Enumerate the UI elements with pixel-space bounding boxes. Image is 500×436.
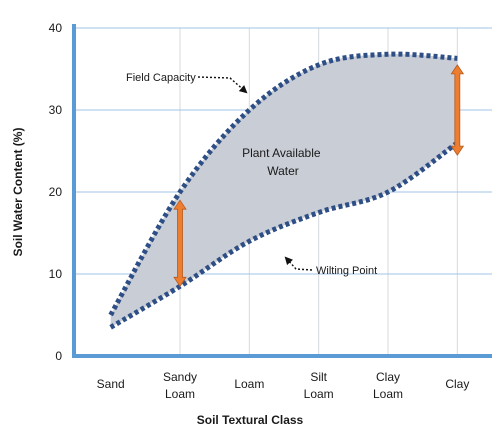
y-tick-label: 40 — [49, 21, 63, 35]
y-tick-label: 10 — [49, 267, 63, 281]
x-tick-labels: Sand Sandy Loam Loam Silt Loam Clay Loam Clay — [97, 370, 470, 401]
wilting-point-pointer — [284, 256, 313, 271]
y-tick-label: 20 — [49, 185, 63, 199]
field-capacity-annotation: Field Capacity — [126, 72, 196, 84]
y-tick-label: 0 — [55, 349, 62, 363]
wilting-point-annotation: Wilting Point — [316, 265, 377, 277]
range-arrows — [173, 64, 465, 288]
x-tick-label: Clay — [445, 377, 469, 391]
field-capacity-pointer — [197, 76, 248, 94]
annotation-pointers — [197, 76, 313, 271]
y-tick-labels: 0 10 20 30 40 — [49, 21, 63, 363]
y-axis-title: Soil Water Content (%) — [11, 128, 25, 257]
x-tick-label: Clay Loam — [373, 370, 403, 401]
x-tick-label: Sand — [97, 377, 125, 391]
region-label: Plant Available Water — [242, 146, 324, 178]
x-tick-label: Sandy Loam — [163, 370, 197, 401]
region-label-line-2: Water — [267, 164, 299, 178]
range-arrow — [173, 199, 187, 288]
plant-available-water-area — [110, 54, 458, 328]
region-label-line-1: Plant Available — [242, 146, 321, 160]
wilting-point-curve — [109, 140, 459, 330]
y-tick-label: 30 — [49, 103, 63, 117]
range-arrow — [450, 64, 465, 156]
field-capacity-curve — [108, 51, 458, 317]
x-tick-label: Loam — [234, 377, 264, 391]
x-axis-title: Soil Textural Class — [197, 413, 304, 427]
x-tick-label: Silt Loam — [304, 370, 334, 401]
